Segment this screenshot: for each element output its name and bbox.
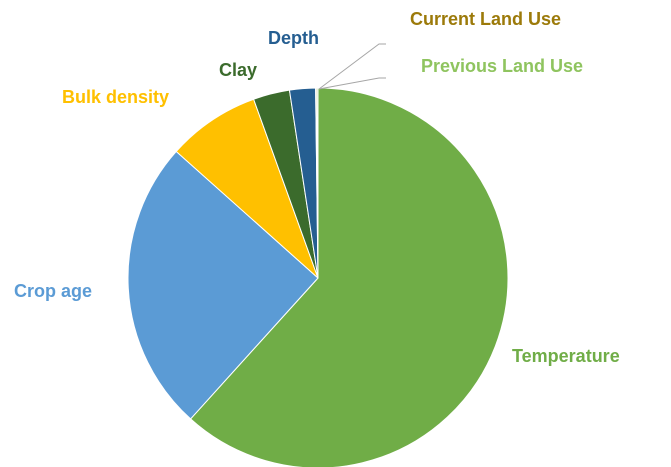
slice-label: Temperature — [512, 346, 620, 366]
slice-label: Crop age — [14, 281, 92, 301]
slice-label: Depth — [268, 28, 319, 48]
leader-line — [318, 77, 386, 90]
slice-label: Current Land Use — [410, 9, 561, 29]
leader-line — [318, 43, 386, 90]
slice-label: Clay — [219, 60, 257, 80]
pie-slice — [189, 87, 509, 467]
pie-slice — [316, 87, 319, 279]
pie-slice — [175, 98, 319, 279]
slice-label: Previous Land Use — [421, 56, 583, 76]
pie-slice — [127, 150, 319, 420]
slice-label: Bulk density — [62, 87, 169, 107]
